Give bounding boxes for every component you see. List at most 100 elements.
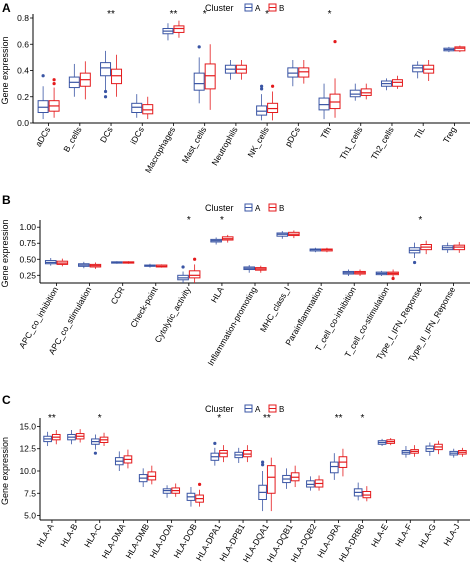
x-tick-label: Th1_cells bbox=[338, 125, 365, 162]
box-B bbox=[235, 60, 247, 80]
box-B bbox=[267, 84, 279, 121]
box-iqr bbox=[256, 105, 268, 116]
outlier-point bbox=[412, 260, 417, 265]
box-B bbox=[453, 241, 466, 253]
box-A bbox=[349, 83, 361, 101]
box-A bbox=[186, 487, 196, 507]
outlier-point bbox=[271, 84, 275, 88]
box-iqr bbox=[131, 102, 143, 113]
box-A bbox=[224, 60, 236, 80]
significance-label: ** bbox=[335, 413, 343, 424]
x-tick-label: MHC_class_I bbox=[258, 285, 292, 334]
significance-label: * bbox=[217, 413, 221, 424]
box-A bbox=[131, 94, 143, 118]
y-tick-label: 0.75 bbox=[19, 238, 36, 248]
box-iqr bbox=[298, 67, 310, 78]
y-tick-label: 1.00 bbox=[19, 222, 36, 232]
outlier-point bbox=[103, 89, 108, 94]
panel-letter: A bbox=[2, 1, 11, 15]
x-tick-label: HLA-J bbox=[441, 522, 461, 547]
box-B bbox=[288, 230, 300, 239]
legend-label-B: B bbox=[279, 204, 284, 213]
x-tick-label: pDCs bbox=[283, 125, 302, 148]
outlier-point bbox=[193, 257, 197, 261]
box-B bbox=[454, 45, 466, 53]
box-A bbox=[138, 468, 148, 488]
box-iqr bbox=[454, 46, 466, 52]
y-tick-label: 10.0 bbox=[19, 466, 36, 476]
x-tick-label: HLA-C bbox=[82, 522, 103, 549]
significance-label: ** bbox=[263, 413, 271, 424]
x-tick-label: HLA-F bbox=[393, 522, 414, 548]
box-A bbox=[443, 46, 455, 53]
outlier-point bbox=[41, 74, 45, 78]
box-A bbox=[144, 263, 156, 268]
box-A bbox=[114, 451, 124, 471]
x-tick-label: NK_cells bbox=[245, 125, 270, 159]
box-B bbox=[387, 269, 399, 281]
box-B bbox=[75, 429, 85, 443]
box-B bbox=[314, 475, 324, 491]
box-A bbox=[111, 261, 123, 264]
box-B bbox=[354, 269, 366, 276]
box-A bbox=[412, 61, 424, 79]
x-tick-label: Neutrophils bbox=[209, 125, 239, 167]
box-A bbox=[425, 442, 435, 456]
panel-letter: B bbox=[2, 193, 11, 207]
box-B bbox=[79, 61, 91, 100]
outlier-point bbox=[213, 441, 217, 445]
significance-label: * bbox=[328, 9, 332, 20]
box-B bbox=[123, 449, 133, 469]
x-tick-label: HLA-E bbox=[369, 522, 390, 549]
significance-label: * bbox=[220, 215, 224, 226]
box-iqr bbox=[111, 68, 123, 85]
box-B bbox=[255, 265, 267, 273]
significance-label: ** bbox=[107, 9, 115, 20]
box-A bbox=[210, 237, 222, 245]
box-B bbox=[147, 465, 157, 485]
box-B bbox=[410, 445, 419, 457]
x-tick-label: iDCs bbox=[128, 125, 146, 146]
y-axis-label: Gene expression bbox=[0, 36, 10, 104]
box-iqr bbox=[287, 67, 299, 78]
x-tick-label: HLA bbox=[209, 285, 226, 305]
box-A bbox=[78, 261, 90, 269]
box-B bbox=[155, 264, 168, 268]
box-iqr bbox=[329, 461, 339, 474]
box-B bbox=[458, 447, 467, 457]
legend-title: Cluster bbox=[205, 3, 234, 13]
outlier-point bbox=[260, 84, 264, 88]
box-iqr bbox=[412, 64, 424, 73]
box-iqr bbox=[349, 89, 361, 98]
outlier-point bbox=[52, 78, 56, 82]
x-tick-label: Tfh bbox=[318, 125, 333, 141]
x-tick-label: HLA-G bbox=[416, 522, 438, 550]
box-B bbox=[99, 432, 109, 447]
legend-title: Cluster bbox=[205, 404, 234, 414]
x-tick-label: HLA-A bbox=[34, 522, 55, 549]
box-B bbox=[338, 448, 348, 477]
y-tick-label: 0.4 bbox=[17, 66, 29, 76]
legend-label-B: B bbox=[279, 405, 284, 414]
box-iqr bbox=[391, 79, 403, 87]
box-A bbox=[353, 482, 363, 501]
y-axis-label: Gene expression bbox=[0, 437, 10, 505]
box-B bbox=[423, 60, 435, 81]
x-tick-label: Th2_cells bbox=[369, 125, 396, 162]
box-B bbox=[195, 482, 204, 507]
box-A bbox=[243, 265, 256, 273]
legend: Cluster A B bbox=[205, 404, 284, 414]
box-A bbox=[91, 434, 100, 455]
box-A bbox=[329, 453, 339, 480]
box-B bbox=[51, 430, 61, 445]
box-A bbox=[162, 485, 172, 498]
x-tick-label: Macrophages bbox=[143, 125, 177, 175]
box-A bbox=[318, 83, 330, 120]
y-tick-label: 0.6 bbox=[17, 39, 29, 49]
box-B bbox=[122, 261, 135, 264]
significance-label: ** bbox=[170, 9, 178, 20]
box-A bbox=[37, 74, 49, 120]
outlier-point bbox=[198, 482, 202, 486]
x-tick-label: aDCs bbox=[33, 125, 52, 148]
